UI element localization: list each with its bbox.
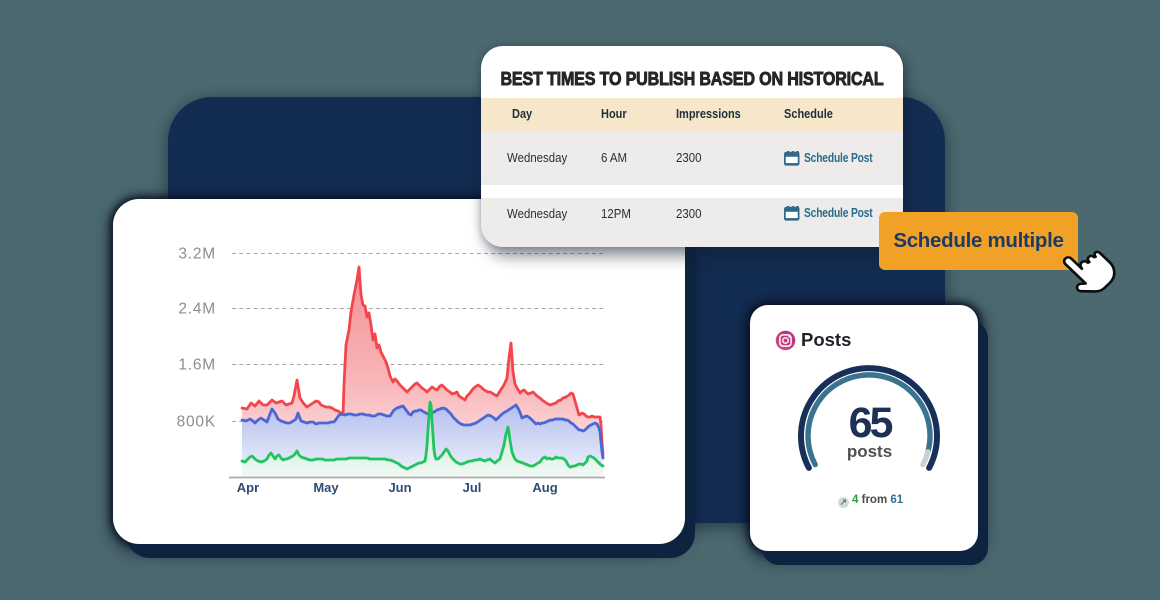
svg-text:800K: 800K <box>177 414 216 431</box>
svg-text:May: May <box>313 480 339 495</box>
svg-text:2.4M: 2.4M <box>178 301 216 318</box>
svg-text:Jun: Jun <box>388 480 411 495</box>
svg-text:1.6M: 1.6M <box>178 357 216 374</box>
svg-text:Apr: Apr <box>237 480 259 495</box>
svg-text:Aug: Aug <box>532 480 557 495</box>
svg-text:3.2M: 3.2M <box>178 246 216 263</box>
svg-text:Jul: Jul <box>463 480 482 495</box>
